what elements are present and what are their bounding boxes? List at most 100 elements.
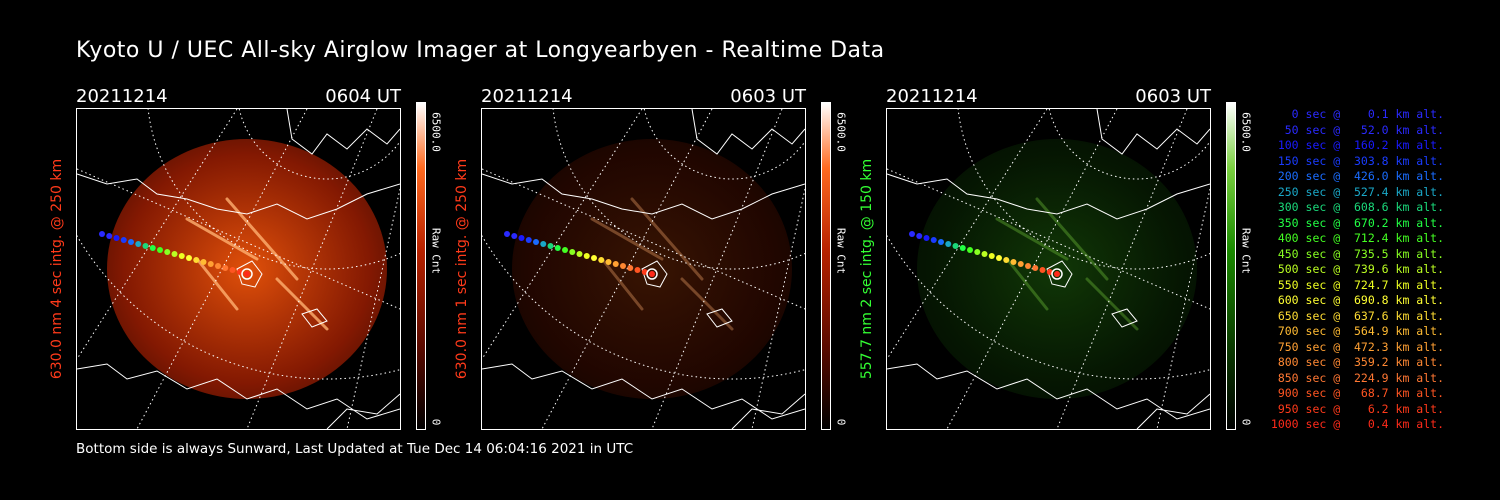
panel-630nm-4sec: 20211214 0604 UT 630.0 nm 4 sec intg. @ … [49,86,476,431]
coastline [236,260,263,288]
trajectory-point [576,251,583,257]
legend-row: 700 sec @ 564.9 km alt. [1270,324,1444,338]
panel-ylabel: 630.0 nm 4 sec intg. @ 250 km [46,108,68,430]
trajectory-point [996,255,1002,261]
trajectory-point [164,249,171,255]
trajectory-point [959,245,966,251]
coastline [887,363,1210,420]
trajectory-legend: 0 sec @ 0.1 km alt. 50 sec @ 52.0 km alt… [1262,107,1444,433]
trajectory-point [547,243,554,249]
colorbar-max-label: 6500.0 [429,112,443,152]
trajectory-point [641,269,648,275]
trajectory-point [533,239,539,245]
trajectory-point [99,231,105,237]
trajectory-point [627,265,634,271]
coastline [286,109,400,155]
legend-row: 350 sec @ 670.2 km alt. [1270,215,1444,230]
page-title: Kyoto U / UEC All-sky Airglow Imager at … [76,38,885,63]
trajectory-point [518,235,525,241]
trajectory-point [988,253,995,259]
trajectory-point [909,231,915,237]
footer-note: Bottom side is always Sunward, Last Upda… [76,441,634,457]
panel-630nm-1sec: 20211214 0603 UT 630.0 nm 1 sec intg. @ … [454,86,881,431]
legend-row: 200 sec @ 426.0 km alt. [1270,169,1444,183]
trajectory-point [938,239,944,245]
trajectory-point [120,237,127,243]
trajectory-point [981,251,988,257]
legend-row: 800 sec @ 359.2 km alt. [1270,355,1444,369]
trajectory-point [540,241,547,247]
trajectory-point [612,261,619,267]
trajectory-point [591,255,597,261]
station-marker [241,268,253,280]
panel-557nm-2sec: 20211214 0603 UT 557.7 nm 2 sec intg. @ … [859,86,1286,431]
trajectory-point [106,233,113,239]
colorbar [821,102,831,430]
colorbar-max-label: 6500.0 [834,112,848,152]
coastline [1096,109,1210,155]
trajectory-point [157,247,163,253]
trajectory-point [504,231,510,237]
station-marker [1051,268,1063,280]
legend-row: 1000 sec @ 0.4 km alt. [1270,417,1444,431]
panel-time: 0603 UT [730,86,806,107]
trajectory-point [1003,257,1010,263]
trajectory-point [649,271,655,277]
grid-line [77,234,400,380]
legend-row: 100 sec @ 160.2 km alt. [1270,138,1444,152]
colorbar [1226,102,1236,430]
station-marker [646,268,658,280]
legend-row: 750 sec @ 472.3 km alt. [1270,339,1444,354]
coastline [1111,308,1138,328]
grid-line [346,188,400,429]
coastline [77,173,400,220]
trajectory-point [1039,267,1046,273]
panel-date: 20211214 [886,86,978,107]
aurora-streak [590,217,664,261]
trajectory-point [634,267,641,273]
coastline [691,109,805,155]
trajectory-point [554,245,561,251]
coastline [706,308,733,328]
colorbar-unit-label: Raw Cnt [1239,227,1253,275]
trajectory-point [525,237,532,243]
trajectory-point [598,257,605,263]
trajectory-point [1017,261,1024,267]
trajectory-point [562,247,568,253]
panel-ylabel-text: 557.7 nm 2 sec intg. @ 150 km [859,158,875,380]
trajectory-point [142,243,149,249]
coastline [326,393,400,429]
trajectory-point [236,269,243,275]
grid-line [1156,188,1210,429]
panel-ylabel: 557.7 nm 2 sec intg. @ 150 km [856,108,878,430]
colorbar-unit-label: Raw Cnt [834,227,848,275]
grid-line [751,188,805,429]
trajectory-point [135,241,142,247]
trajectory-point [967,247,973,253]
grid-line [887,168,1210,310]
trajectory-point [605,259,612,265]
aurora-streak [995,217,1069,261]
aurora-streak [1085,277,1139,331]
trajectory-point [1010,259,1017,265]
trajectory-point [200,259,207,265]
aurora-streak [600,257,644,311]
colorbar-unit-label: Raw Cnt [429,227,443,275]
colorbar [416,102,426,430]
legend-row: 450 sec @ 735.5 km alt. [1270,246,1444,261]
coastline [482,173,805,220]
panel-ylabel-text: 630.0 nm 1 sec intg. @ 250 km [454,158,470,380]
trajectory-point [923,235,930,241]
colorbar-min-label: 0 [429,418,443,426]
colorbar-max-label: 6500.0 [1239,112,1253,152]
panel-time: 0603 UT [1135,86,1211,107]
allsky-image-map [886,108,1211,430]
coastline [887,173,1210,220]
allsky-image-map [76,108,401,430]
trajectory-point [222,265,229,271]
legend-row: 250 sec @ 527.4 km alt. [1270,184,1444,199]
legend-row: 50 sec @ 52.0 km alt. [1270,122,1444,137]
aurora-streak [185,217,259,261]
panel-ylabel: 630.0 nm 1 sec intg. @ 250 km [451,108,473,430]
coastline [301,308,328,328]
